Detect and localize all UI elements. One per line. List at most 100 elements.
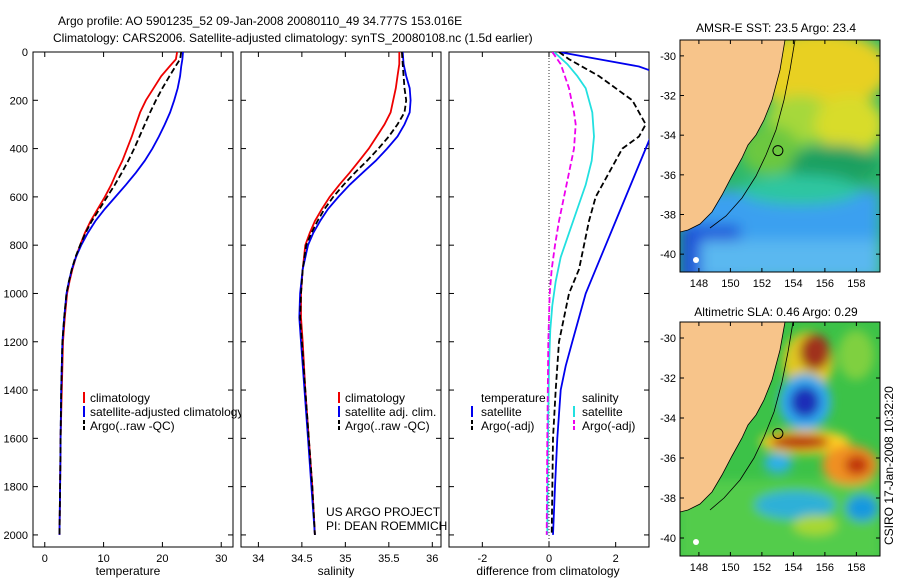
- legend-text: satellite: [481, 405, 522, 419]
- map-y-tick-label: -32: [660, 373, 676, 385]
- legend-text: Argo(..raw -QC): [345, 419, 430, 433]
- y-tick-label: 800: [10, 240, 28, 252]
- map-x-tick-label: 150: [721, 278, 739, 290]
- y-tick-label: 2000: [4, 530, 28, 542]
- legend-text: Argo(-adj): [481, 419, 534, 433]
- map-y-tick-label: -40: [660, 249, 676, 261]
- map-y-tick-label: -40: [660, 533, 676, 545]
- y-tick-label: 1200: [4, 337, 28, 349]
- map-x-tick-label: 156: [816, 278, 834, 290]
- temperature-series-satellite-adjusted-climatology: [58, 52, 184, 535]
- y-tick-label: 1600: [4, 433, 28, 445]
- temperature-series: [58, 52, 184, 535]
- map-x-tick-label: 150: [721, 562, 739, 574]
- salinity-axes-frame: [240, 51, 442, 548]
- temperature-series-argo-raw-qc-: [58, 52, 183, 535]
- map-x-tick-label: 156: [816, 562, 834, 574]
- sla-float-marker: [772, 428, 784, 439]
- difference-series: [545, 52, 649, 535]
- salinity-legend: climatology satellite adj. clim. Argo(..…: [338, 391, 436, 433]
- legend-text: climatology: [90, 391, 150, 405]
- sst-map-title: AMSR-E SST: 23.5 Argo: 23.4: [696, 21, 856, 35]
- legend-group-title: temperature: [481, 391, 546, 405]
- project-annotation-2: PI: DEAN ROEMMICH: [326, 519, 447, 533]
- legend-text: climatology: [345, 391, 405, 405]
- temperature-ticks: 0 10 20 30 0 200 400 600 800 1000 1200 1400 1600 1800…: [4, 47, 233, 565]
- sst-map: AMSR-E SST: 23.5 Argo: 23.4 148 150 152 154…: [660, 21, 881, 290]
- x-tick-label: 34: [252, 553, 264, 565]
- salinity-xlabel: salinity: [318, 564, 355, 578]
- y-tick-label: 1800: [4, 482, 28, 494]
- map-y-tick-label: -30: [660, 333, 676, 345]
- map-x-tick-label: 154: [784, 278, 802, 290]
- map-x-tick-label: 158: [847, 562, 865, 574]
- legend-text: Argo(..raw -QC): [90, 419, 175, 433]
- salinity-series: [298, 52, 412, 535]
- difference-panel: -2 0 2 difference from climatology tempera…: [448, 51, 650, 578]
- difference-series-salinity-satellite: [546, 52, 595, 535]
- legend-text: satellite adj. clim.: [345, 405, 436, 419]
- project-annotation-1: US ARGO PROJECT: [326, 505, 441, 519]
- x-tick-label: -2: [477, 553, 487, 565]
- difference-legend: temperature satellite Argo(-adj) salinit…: [471, 391, 635, 433]
- map-x-tick-label: 152: [753, 278, 771, 290]
- map-y-tick-label: -36: [660, 170, 676, 182]
- map-y-tick-label: -38: [660, 493, 676, 505]
- temperature-axes-frame: [32, 51, 234, 548]
- salinity-ticks: 34 34.5 35 35.5 36: [241, 51, 441, 565]
- sst-map-frame: [679, 39, 881, 273]
- sla-map-ticks: 148 150 152 154 156 158 -30 -32 -34 -36 -38 -40: [660, 322, 880, 574]
- difference-series-temperature-satellite: [552, 52, 649, 535]
- map-y-tick-label: -32: [660, 91, 676, 103]
- x-tick-label: 35: [339, 553, 351, 565]
- x-tick-label: 20: [156, 553, 168, 565]
- temperature-panel: 0 10 20 30 0 200 400 600 800 1000 1200 1400 1600 1800…: [4, 47, 244, 578]
- side-stamp: CSIRO 17-Jan-2008 10:32:20: [882, 386, 896, 545]
- legend-text: satellite: [582, 405, 623, 419]
- sla-map-frame: [679, 321, 881, 557]
- sla-map-title: Altimetric SLA: 0.46 Argo: 0.29: [694, 305, 858, 319]
- map-x-tick-label: 148: [690, 278, 708, 290]
- salinity-panel: 34 34.5 35 35.5 36 salinity climatology sate…: [240, 51, 447, 578]
- y-tick-label: 1400: [4, 385, 28, 397]
- legend-text: satellite-adjusted climatology: [90, 405, 243, 419]
- header-line-2: Climatology: CARS2006. Satellite-adjuste…: [53, 31, 533, 45]
- map-y-tick-label: -30: [660, 51, 676, 63]
- sst-float-marker: [772, 145, 784, 157]
- x-tick-label: 34.5: [291, 553, 312, 565]
- sla-map: Altimetric SLA: 0.46 Argo: 0.29: [660, 305, 881, 574]
- x-tick-label: 0: [42, 553, 48, 565]
- sst-map-field: [680, 40, 880, 272]
- map-x-tick-label: 148: [690, 562, 708, 574]
- difference-series-temperature-argo-adj-: [550, 52, 647, 535]
- temperature-xlabel: temperature: [96, 564, 161, 578]
- salinity-series-argo-raw-qc-: [299, 52, 408, 535]
- map-y-tick-label: -34: [660, 413, 676, 425]
- difference-xlabel: difference from climatology: [476, 564, 619, 578]
- x-tick-label: 0: [546, 553, 552, 565]
- y-tick-label: 400: [10, 144, 28, 156]
- map-y-tick-label: -36: [660, 453, 676, 465]
- legend-text: Argo(-adj): [582, 419, 635, 433]
- x-tick-label: 10: [97, 553, 109, 565]
- map-x-tick-label: 152: [753, 562, 771, 574]
- map-x-tick-label: 154: [784, 562, 802, 574]
- difference-ticks: -2 0 2: [449, 51, 649, 565]
- sst-map-ticks: 148 150 152 154 156 158 -30 -32 -34 -36 -38 -40: [660, 40, 880, 290]
- y-tick-label: 0: [22, 47, 28, 59]
- y-tick-label: 200: [10, 95, 28, 107]
- map-x-tick-label: 158: [847, 278, 865, 290]
- legend-group-title: salinity: [582, 391, 619, 405]
- y-tick-label: 600: [10, 192, 28, 204]
- map-y-tick-label: -34: [660, 130, 676, 142]
- temperature-legend: climatology satellite-adjusted climatolo…: [83, 391, 243, 433]
- difference-series-salinity-argo-adj-: [545, 52, 577, 535]
- x-tick-label: 2: [613, 553, 619, 565]
- x-tick-label: 35.5: [378, 553, 399, 565]
- x-tick-label: 36: [426, 553, 438, 565]
- header-line-1: Argo profile: AO 5901235_52 09-Jan-2008 …: [58, 14, 462, 28]
- x-tick-label: 30: [215, 553, 227, 565]
- map-y-tick-label: -38: [660, 209, 676, 221]
- sla-map-field: [680, 322, 880, 556]
